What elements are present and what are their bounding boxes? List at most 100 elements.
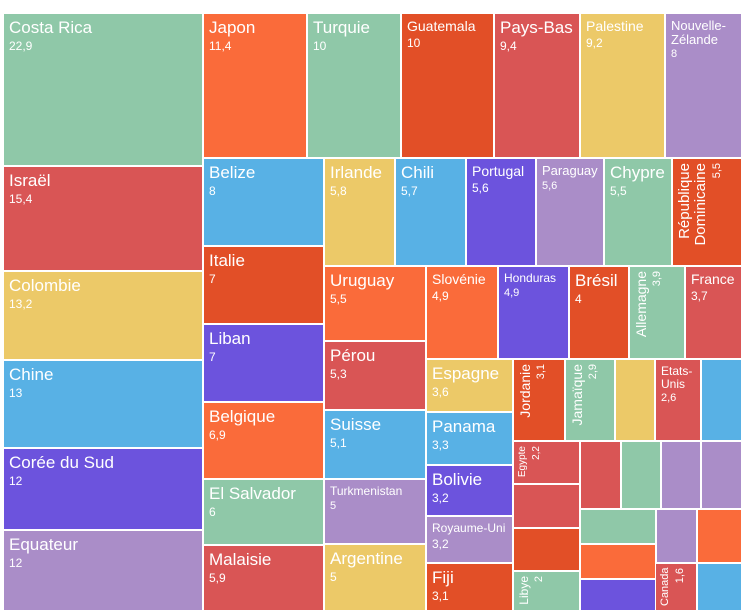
- tile-value: 2: [532, 576, 545, 583]
- tile-label: Suisse: [330, 415, 382, 434]
- tile-value: 6,9: [209, 427, 226, 442]
- treemap-tile: Chypre 5,5: [604, 158, 672, 266]
- tile-label: Chili: [401, 163, 435, 182]
- tile-value: 3,6: [432, 384, 449, 399]
- tile-label: El Salvador: [209, 484, 296, 503]
- tile-value: 3,3: [432, 437, 449, 452]
- tile-value: 6: [209, 504, 216, 519]
- tile-value: 5: [330, 569, 337, 584]
- tile-label: Jordanie: [517, 364, 533, 418]
- treemap-tile: Honduras 4,9: [498, 266, 569, 359]
- tile-value: 3,2: [432, 536, 449, 551]
- treemap-tile: Liban 7: [203, 324, 324, 402]
- treemap-tile: Slovénie 4,9: [426, 266, 498, 359]
- tile-label: Liban: [209, 329, 251, 348]
- tile-value: 4: [575, 291, 582, 306]
- treemap-tile: Paraguay 5,6: [536, 158, 604, 266]
- tile-label: Costa Rica: [9, 18, 93, 37]
- treemap-tile: France 3,7: [685, 266, 742, 359]
- treemap-tile: Nouvelle-Zélande 8: [665, 13, 742, 158]
- tile-value: 10: [407, 35, 421, 50]
- treemap-tile-small: [513, 484, 580, 528]
- treemap-tile: Japon 11,4: [203, 13, 307, 158]
- treemap-tile: Panama 3,3: [426, 412, 513, 465]
- tile-label: Canada: [659, 567, 671, 606]
- tile-value: 2,9: [586, 364, 599, 380]
- tile-value: 3,9: [650, 271, 663, 287]
- treemap-tile: Fiji 3,1: [426, 563, 513, 611]
- tile-value: 5,6: [472, 180, 489, 195]
- tile-label: Panama: [432, 417, 496, 436]
- tile-value: 4,9: [432, 288, 449, 303]
- tile-label: Equateur: [9, 535, 78, 554]
- tile-label: Turquie: [313, 18, 371, 37]
- tile-label: Malaisie: [209, 550, 272, 569]
- tile-label: Pérou: [330, 346, 376, 365]
- tile-value: 15,4: [9, 191, 33, 206]
- tile-value: 13: [9, 385, 23, 400]
- treemap-tile: Espagne 3,6: [426, 359, 513, 412]
- tile-value: 8: [671, 48, 678, 61]
- tile-value: 5,1: [330, 435, 347, 450]
- tile-value: 9,2: [586, 35, 603, 50]
- treemap-tile: Israël 15,4: [3, 166, 203, 271]
- tile-label: Egypte: [517, 446, 528, 478]
- tile-value: 5,5: [610, 183, 627, 198]
- tile-value: 5,8: [330, 183, 347, 198]
- treemap-tile: Bolivie 3,2: [426, 465, 513, 516]
- tile-value: 5,9: [209, 570, 226, 585]
- tile-value: 7: [209, 349, 216, 364]
- treemap-tile-small: [697, 509, 742, 563]
- tile-label: Belgique: [209, 407, 276, 426]
- tile-value: 3,2: [432, 490, 449, 505]
- treemap-tile: Corée du Sud 12: [3, 448, 203, 530]
- tile-value: 10: [313, 38, 327, 53]
- tile-label: Paraguay: [542, 163, 598, 178]
- treemap-tile: El Salvador 6: [203, 479, 324, 545]
- treemap-tile: Royaume-Uni 3,2: [426, 516, 513, 563]
- tile-label: Slovénie: [432, 271, 486, 287]
- tile-label: Libye: [517, 576, 531, 605]
- tile-value: 2,2: [530, 446, 542, 460]
- tile-value: 5,7: [401, 183, 418, 198]
- treemap-tile: Pérou 5,3: [324, 341, 426, 410]
- treemap-tile: Belize 8: [203, 158, 324, 246]
- tile-label: France: [691, 271, 735, 287]
- treemap-tile: Brésil 4: [569, 266, 629, 359]
- treemap-tile: Turquie 10: [307, 13, 401, 158]
- tile-value: 5,3: [330, 366, 347, 381]
- tile-label: Allemagne: [633, 271, 649, 338]
- treemap-tile: Argentine 5: [324, 544, 426, 611]
- tile-value: 22,9: [9, 38, 33, 53]
- tile-value: 3,1: [432, 588, 449, 603]
- tile-label: Uruguay: [330, 271, 395, 290]
- tile-label: Portugal: [472, 163, 525, 179]
- tile-label: Argentine: [330, 549, 403, 568]
- treemap-tile: Belgique 6,9: [203, 402, 324, 479]
- treemap-tile: Irlande 5,8: [324, 158, 395, 266]
- treemap-tile: Guatemala 10: [401, 13, 494, 158]
- treemap-tile-small: [580, 441, 621, 509]
- tile-label: Turkmenistan: [330, 484, 403, 498]
- tile-label: Colombie: [9, 276, 81, 295]
- tile-value: 2,6: [661, 392, 677, 405]
- tile-label: Chine: [9, 365, 54, 384]
- treemap-tile: Suisse 5,1: [324, 410, 426, 479]
- tile-label: Chypre: [610, 163, 665, 182]
- tile-value: 12: [9, 473, 23, 488]
- tile-value: 12: [9, 555, 23, 570]
- treemap-tile: Italie 7: [203, 246, 324, 324]
- tile-label: Royaume-Uni: [432, 521, 506, 535]
- tile-label: République Dominicaine: [676, 163, 709, 246]
- tile-value: 5,6: [542, 179, 558, 192]
- treemap-tile-small: [513, 528, 580, 571]
- treemap-tile-small: [580, 509, 656, 544]
- tile-label: Palestine: [586, 18, 644, 34]
- tile-value: 5,5: [710, 163, 723, 179]
- tile-value: 3,1: [534, 364, 547, 380]
- tile-label: Honduras: [504, 271, 557, 285]
- tile-value: 5,5: [330, 291, 347, 306]
- tile-label: Japon: [209, 18, 256, 37]
- tile-label: Etats-Unis: [661, 364, 693, 391]
- tile-value: 3,7: [691, 288, 708, 303]
